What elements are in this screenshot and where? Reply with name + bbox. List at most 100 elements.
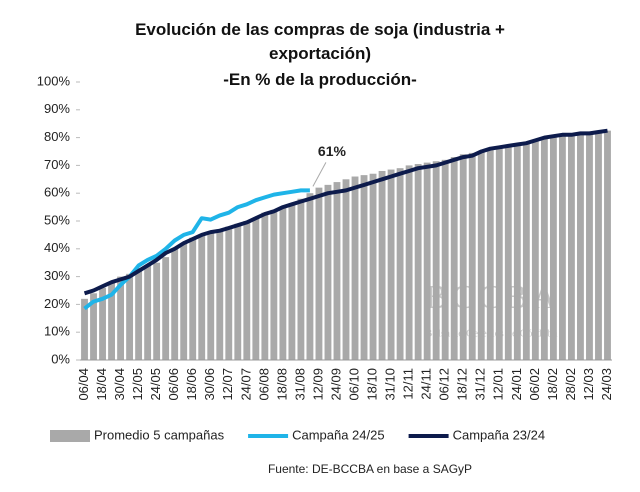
x-tick-label: 30/04 bbox=[112, 368, 127, 401]
bar bbox=[468, 152, 476, 360]
bar bbox=[261, 212, 269, 360]
bar bbox=[405, 165, 413, 360]
annotation-leader bbox=[312, 162, 327, 187]
x-tick-label: 31/12 bbox=[473, 368, 488, 401]
bar bbox=[558, 136, 566, 360]
bar bbox=[234, 223, 242, 360]
annotation: 61% bbox=[318, 143, 347, 159]
x-tick-label: 12/05 bbox=[130, 368, 145, 401]
x-tick-label: 18/12 bbox=[455, 368, 470, 401]
bar bbox=[99, 287, 106, 360]
bar bbox=[360, 175, 368, 360]
bar bbox=[108, 282, 115, 360]
bar bbox=[414, 164, 422, 360]
bar bbox=[604, 130, 611, 360]
x-tick-label: 28/02 bbox=[563, 368, 578, 401]
x-tick-label: 31/10 bbox=[383, 368, 398, 401]
x-tick-label: 12/01 bbox=[491, 368, 506, 401]
bar bbox=[162, 257, 170, 360]
bar bbox=[369, 173, 377, 360]
y-tick-label: 90% bbox=[44, 101, 70, 116]
x-tick-label: 12/03 bbox=[581, 368, 596, 401]
x-tick-label: 24/05 bbox=[148, 368, 163, 401]
bar bbox=[540, 138, 548, 360]
bar bbox=[288, 204, 296, 360]
bar bbox=[432, 161, 440, 360]
bar bbox=[252, 218, 260, 360]
x-tick-label: 31/08 bbox=[292, 368, 307, 401]
bar bbox=[153, 262, 161, 360]
bar bbox=[522, 141, 530, 360]
x-tick-label: 18/06 bbox=[184, 368, 199, 401]
bar bbox=[315, 187, 323, 360]
bar bbox=[378, 170, 386, 360]
legend-swatch bbox=[50, 430, 90, 442]
y-tick-label: 50% bbox=[44, 212, 70, 227]
bar bbox=[459, 154, 467, 360]
bar bbox=[171, 248, 179, 360]
chart-title: Evolución de las compras de soja (indust… bbox=[135, 20, 505, 63]
y-tick-label: 20% bbox=[44, 296, 70, 311]
bar bbox=[207, 232, 215, 360]
bar bbox=[495, 145, 503, 360]
bar bbox=[396, 168, 404, 360]
x-tick-label: 12/11 bbox=[401, 368, 416, 400]
bar bbox=[225, 226, 233, 360]
bar bbox=[279, 207, 287, 360]
bar bbox=[117, 276, 125, 360]
x-tick-label: 06/10 bbox=[346, 368, 361, 401]
x-tick-label: 06/12 bbox=[437, 368, 452, 401]
y-tick-label: 10% bbox=[44, 324, 70, 339]
bar bbox=[441, 159, 449, 360]
bar bbox=[135, 271, 143, 360]
bar bbox=[270, 209, 278, 360]
bar bbox=[324, 184, 332, 360]
y-tick-label: 60% bbox=[44, 185, 70, 200]
bar bbox=[513, 143, 521, 360]
bar bbox=[306, 193, 314, 360]
bar bbox=[531, 140, 539, 360]
bar bbox=[586, 133, 593, 360]
y-tick-label: 30% bbox=[44, 268, 70, 283]
x-tick-label: 12/09 bbox=[310, 368, 325, 401]
x-tick-label: 24/03 bbox=[599, 368, 614, 401]
legend-label: Campaña 23/24 bbox=[453, 427, 546, 442]
bar bbox=[342, 179, 350, 360]
bar bbox=[351, 176, 359, 360]
bar bbox=[423, 162, 431, 360]
x-tick-label: 06/06 bbox=[166, 368, 181, 401]
bar bbox=[297, 198, 305, 360]
x-tick-label: 18/02 bbox=[545, 368, 560, 401]
x-tick-label: 18/08 bbox=[274, 368, 289, 401]
bar bbox=[216, 229, 224, 360]
x-tick-label: 06/02 bbox=[527, 368, 542, 401]
bar bbox=[333, 182, 341, 360]
bar bbox=[180, 243, 188, 360]
legend-label: Promedio 5 campañas bbox=[94, 427, 225, 442]
x-tick-label: 30/06 bbox=[202, 368, 217, 401]
bar bbox=[144, 265, 152, 360]
y-tick-label: 100% bbox=[37, 73, 71, 88]
bar bbox=[567, 134, 575, 360]
bar bbox=[486, 148, 494, 360]
x-tick-label: 06/08 bbox=[256, 368, 271, 401]
bar bbox=[595, 132, 602, 360]
bar bbox=[577, 134, 584, 360]
source: Fuente: DE-BCCBA en base a SAGyP bbox=[268, 462, 472, 476]
x-tick-label: 24/01 bbox=[509, 368, 524, 401]
bar bbox=[198, 234, 206, 360]
chart-subtitle: -En % de la producción- bbox=[223, 70, 417, 89]
legend-label: Campaña 24/25 bbox=[292, 427, 385, 442]
bar bbox=[477, 151, 485, 360]
y-tick-label: 80% bbox=[44, 129, 70, 144]
line bbox=[83, 128, 608, 296]
bar bbox=[126, 273, 134, 360]
bar bbox=[387, 169, 395, 360]
bar bbox=[81, 298, 88, 360]
line bbox=[83, 188, 310, 311]
y-tick-label: 70% bbox=[44, 157, 70, 172]
bar bbox=[243, 221, 251, 360]
x-tick-label: 18/04 bbox=[94, 368, 109, 401]
bar bbox=[450, 157, 458, 360]
